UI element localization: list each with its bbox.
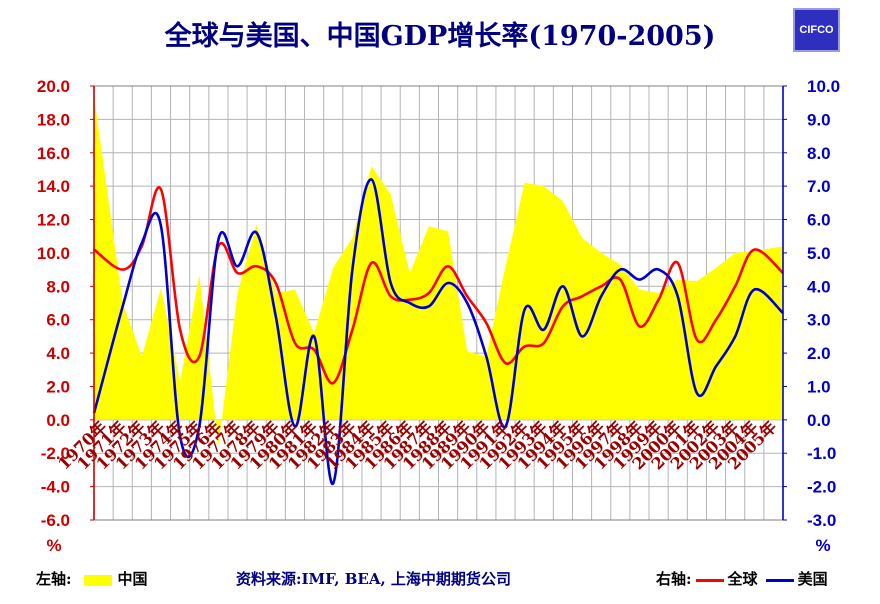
right-tick-label: 6.0 — [807, 211, 831, 230]
legend-right: 右轴: 全球 美国 — [656, 568, 828, 589]
right-tick-label: 0.0 — [807, 411, 831, 430]
left-tick-label: 2.0 — [46, 377, 70, 396]
left-tick-label: 4.0 — [46, 344, 70, 363]
right-tick-label: 7.0 — [807, 177, 831, 196]
chart: 20.0 18.0 16.0 14.0 12.0 10.0 8.0 6.0 4.0 2.0 0.0 -… — [37, 77, 840, 555]
right-tick-label: -1.0 — [807, 444, 836, 463]
right-axis-unit: % — [815, 536, 830, 555]
left-tick-label: -2.0 — [41, 444, 70, 463]
right-tick-label: 10.0 — [807, 77, 840, 96]
china-area-layer — [94, 96, 783, 447]
left-tick-label: 18.0 — [37, 110, 70, 129]
right-tick-label: 3.0 — [807, 311, 831, 330]
right-tick-label: 4.0 — [807, 277, 831, 296]
left-tick-label: -6.0 — [41, 511, 70, 530]
right-tick-label: 1.0 — [807, 377, 831, 396]
left-tick-label: 16.0 — [37, 144, 70, 163]
axes-layer: 20.0 18.0 16.0 14.0 12.0 10.0 8.0 6.0 4.0 2.0 0.0 -… — [37, 77, 840, 555]
us-line — [92, 178, 784, 485]
left-tick-label: 12.0 — [37, 211, 70, 230]
right-axis-label: 右轴: — [656, 570, 692, 588]
right-tick-label: 8.0 — [807, 144, 831, 163]
right-tick-label: -2.0 — [807, 478, 836, 497]
left-tick-label: 0.0 — [46, 411, 70, 430]
world-line — [93, 186, 784, 385]
cifco-logo: CIFCO — [793, 8, 840, 52]
china-swatch — [83, 574, 112, 586]
left-axis-label: 左轴: — [36, 570, 72, 588]
right-tick-label: 2.0 — [807, 344, 831, 363]
line-layer — [92, 178, 784, 485]
left-axis-unit: % — [46, 536, 61, 555]
left-tick-label: 14.0 — [37, 177, 70, 196]
source-note: 资料来源:IMF, BEA, 上海中期期货公司 — [236, 570, 511, 588]
chart-title: 全球与美国、中国GDP增长率(1970-2005) — [164, 21, 716, 52]
china-legend-label: 中国 — [117, 570, 148, 588]
us-swatch — [765, 578, 794, 582]
left-tick-label: 20.0 — [37, 77, 70, 96]
left-tick-label: 6.0 — [46, 311, 70, 330]
right-tick-label: 5.0 — [807, 244, 831, 263]
right-tick-label: 9.0 — [807, 110, 831, 129]
world-legend-label: 全球 — [727, 570, 758, 588]
left-tick-label: 10.0 — [37, 244, 70, 263]
legend-left: 左轴: 中国 — [36, 568, 148, 589]
world-swatch — [695, 578, 724, 582]
china-area — [94, 96, 783, 447]
right-tick-label: -3.0 — [807, 511, 836, 530]
left-tick-label: 8.0 — [46, 277, 70, 296]
left-tick-label: -4.0 — [41, 478, 70, 497]
us-legend-label: 美国 — [797, 570, 828, 588]
